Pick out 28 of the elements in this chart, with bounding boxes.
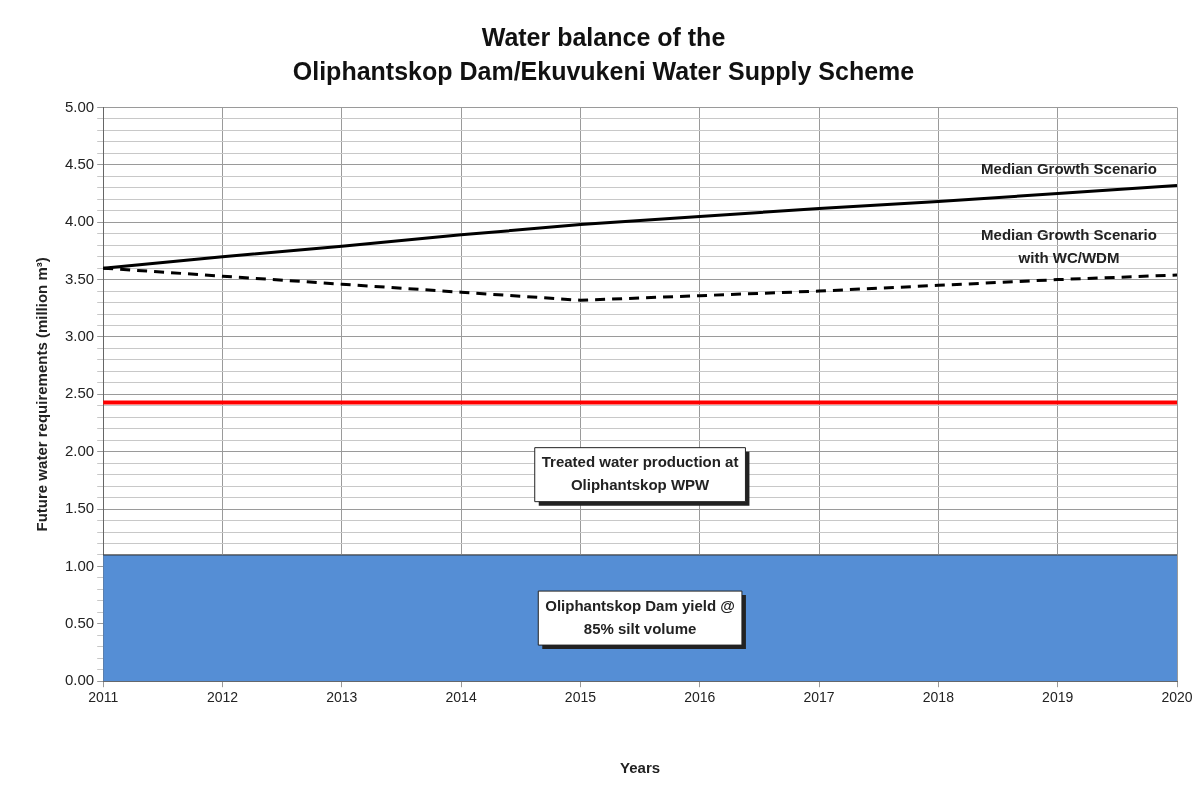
- y-tick-label: 2.50: [64, 384, 95, 402]
- chart-title: Water balance of the Oliphantskop Dam/Ekuvukeni Water Supply Scheme: [292, 22, 915, 85]
- series-label: Median Growth Scenario with WC/WDM: [981, 226, 1157, 267]
- x-tick-label: 2012: [206, 689, 239, 706]
- series-label: Median Growth Scenario: [981, 159, 1157, 177]
- y-tick-label: 5.00: [64, 97, 95, 115]
- y-axis-title: Future water requirements (million m³): [33, 257, 51, 532]
- annotation: Treated water production at Oliphantskop WPW: [541, 453, 739, 494]
- y-tick-label: 0.00: [64, 671, 95, 689]
- x-tick-label: 2015: [564, 689, 597, 706]
- annotation: Oliphantskop Dam yield @ 85% silt volume: [545, 596, 735, 637]
- x-tick-label: 2019: [1042, 689, 1074, 706]
- x-tick-label: 2018: [922, 689, 955, 706]
- y-tick-label: 1.00: [64, 556, 95, 574]
- x-tick-label: 2016: [684, 689, 716, 706]
- y-tick-label: 2.00: [64, 441, 95, 459]
- y-tick-label: 4.50: [64, 155, 95, 173]
- y-tick-label: 1.50: [64, 499, 95, 517]
- y-tick-label: 0.50: [64, 613, 95, 631]
- x-tick-label: 2013: [326, 689, 358, 706]
- y-tick-label: 4.00: [64, 212, 95, 230]
- x-tick-label: 2011: [88, 689, 119, 706]
- x-tick-label: 2020: [1161, 689, 1193, 706]
- y-tick-label: 3.50: [64, 269, 95, 287]
- y-tick-label: 3.00: [64, 327, 95, 345]
- x-axis-title: Years: [620, 759, 661, 777]
- x-tick-label: 2017: [803, 689, 835, 706]
- x-tick-label: 2014: [445, 689, 477, 706]
